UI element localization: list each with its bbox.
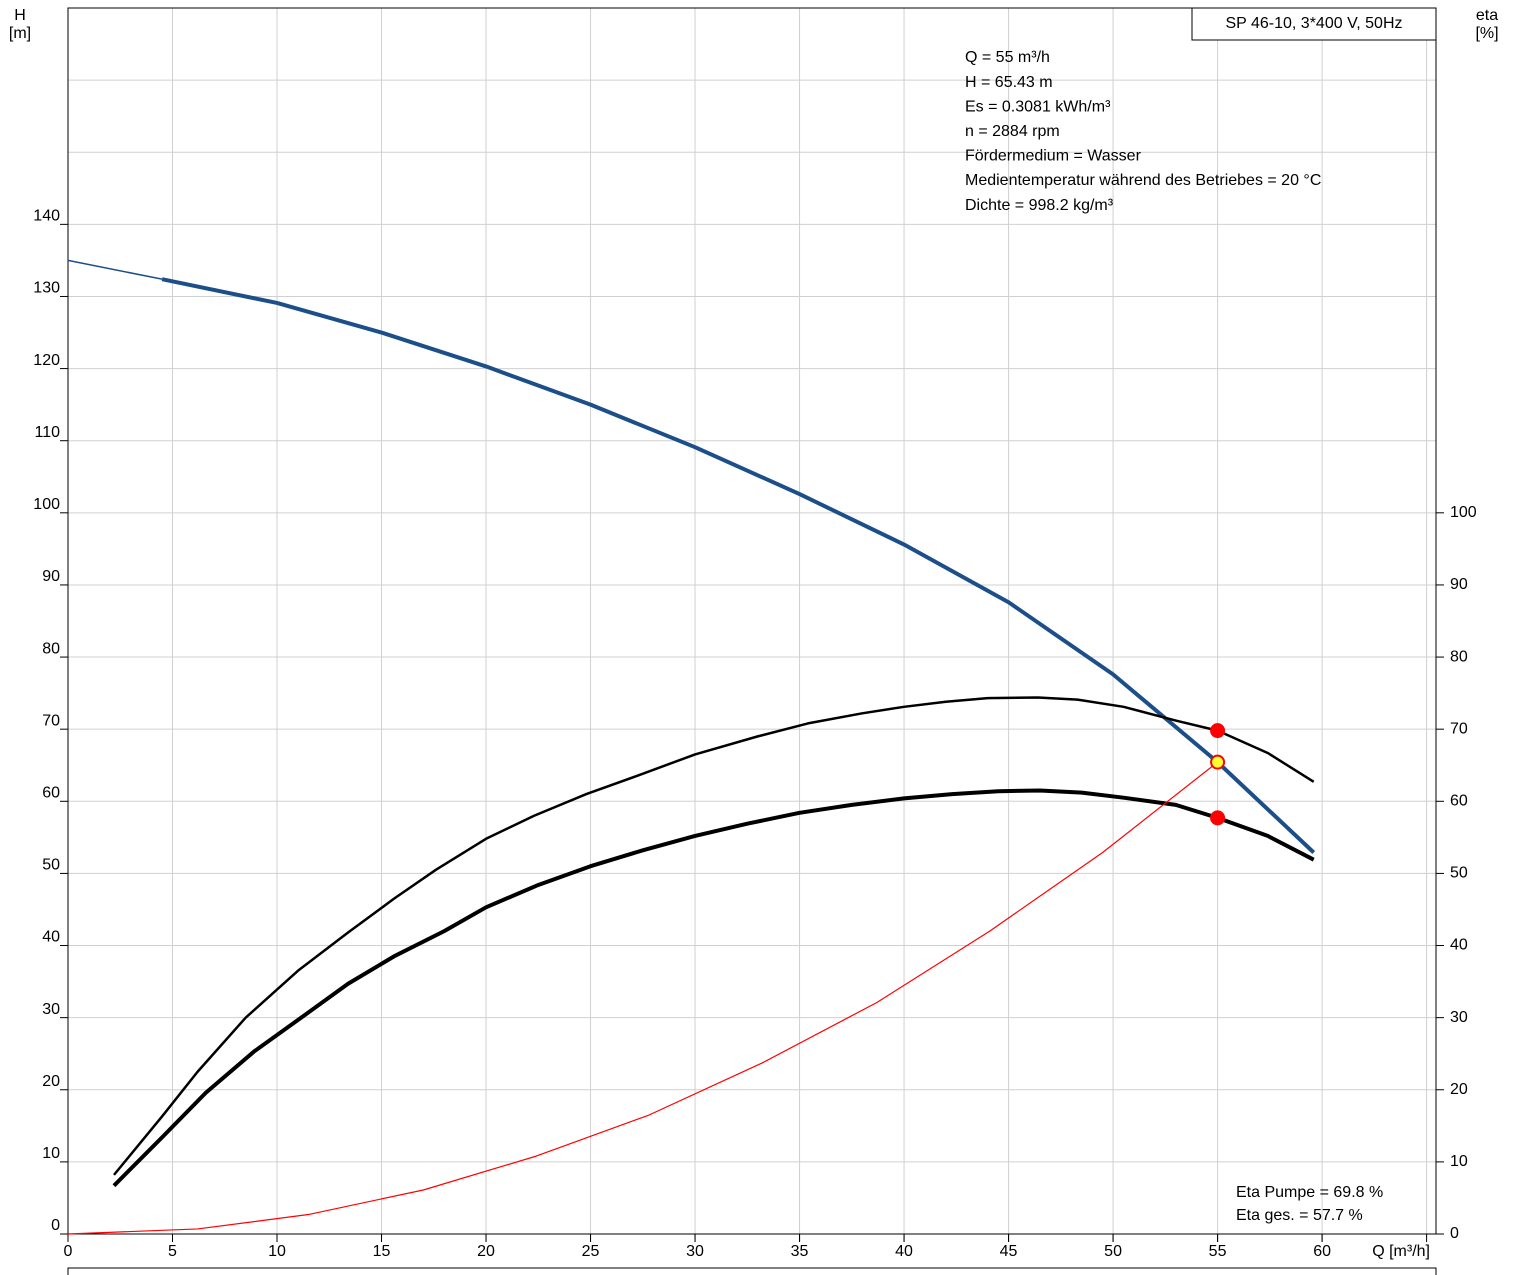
y2-tick-label: 90 (1450, 576, 1468, 593)
x-tick-label: 25 (582, 1243, 600, 1260)
x-tick-label: 10 (268, 1243, 286, 1260)
y-tick-label: 50 (42, 857, 60, 874)
x-axis-label: Q [m³/h] (1372, 1243, 1430, 1260)
annotation: Q = 55 m³/h (965, 49, 1050, 66)
y2-tick-label: 30 (1450, 1009, 1468, 1026)
y-tick-label: 70 (42, 712, 60, 729)
y-tick-label: 30 (42, 1001, 60, 1018)
y-tick-label: 80 (42, 640, 60, 657)
x-tick-label: 40 (895, 1243, 913, 1260)
y-tick-label: 10 (42, 1145, 60, 1162)
x-tick-label: 35 (791, 1243, 809, 1260)
y-tick-label: 140 (33, 208, 60, 225)
x-tick-label: 15 (373, 1243, 391, 1260)
lower-panel-frame (67, 1267, 1437, 1275)
curve (67, 761, 1218, 1235)
y2-tick-label: 10 (1450, 1153, 1468, 1170)
y-tick-label: 110 (34, 424, 60, 441)
annotation: n = 2884 rpm (965, 123, 1060, 140)
y-tick-label: 90 (42, 568, 60, 585)
x-tick-label: 60 (1313, 1243, 1331, 1260)
y2-axis-label: [%] (1475, 25, 1498, 42)
annotation: Medientemperatur während des Betriebes =… (965, 172, 1321, 189)
annotation: H = 65.43 m (965, 74, 1053, 91)
chart-title: SP 46-10, 3*400 V, 50Hz (1225, 15, 1402, 32)
y2-tick-label: 40 (1450, 937, 1468, 954)
y2-tick-label: 80 (1450, 648, 1468, 665)
x-tick-label: 55 (1209, 1243, 1227, 1260)
y-tick-label: 20 (42, 1073, 60, 1090)
annotation: Es = 0.3081 kWh/m³ (965, 98, 1111, 115)
y-axis-label: H (14, 7, 26, 24)
y2-tick-label: 100 (1450, 504, 1477, 521)
y2-tick-label: 20 (1450, 1081, 1468, 1098)
curve (112, 788, 1315, 1188)
annotation: Dichte = 998.2 kg/m³ (965, 197, 1114, 214)
y-axis-label: [m] (9, 25, 31, 42)
y-tick-label: 130 (33, 280, 60, 297)
y-tick-label: 120 (33, 352, 60, 369)
x-tick-label: 0 (64, 1243, 73, 1260)
y-tick-label: 100 (33, 496, 60, 513)
x-tick-label: 50 (1104, 1243, 1122, 1260)
annotation: Fördermedium = Wasser (965, 148, 1142, 165)
operating-point (1210, 810, 1226, 826)
x-tick-label: 30 (686, 1243, 704, 1260)
plot-frame (67, 7, 1437, 1235)
x-tick-label: 45 (1000, 1243, 1018, 1260)
curve (67, 259, 163, 280)
y2-tick-label: 60 (1450, 793, 1468, 810)
y2-tick-label: 0 (1450, 1225, 1459, 1242)
operating-point (1210, 723, 1226, 739)
annotation: Eta ges. = 57.7 % (1236, 1207, 1363, 1224)
x-tick-label: 20 (477, 1243, 495, 1260)
y-tick-label: 60 (42, 785, 60, 802)
curve (113, 696, 1315, 1176)
y-tick-label: 40 (42, 929, 60, 946)
y2-axis-label: eta (1476, 7, 1498, 24)
operating-point (1210, 754, 1226, 770)
curve (161, 277, 1316, 854)
title-box (1191, 7, 1437, 41)
y2-tick-label: 50 (1450, 865, 1468, 882)
y2-tick-label: 70 (1450, 720, 1468, 737)
annotation: Eta Pumpe = 69.8 % (1236, 1184, 1383, 1201)
y-tick-label: 0 (51, 1217, 60, 1234)
x-tick-label: 5 (168, 1243, 177, 1260)
